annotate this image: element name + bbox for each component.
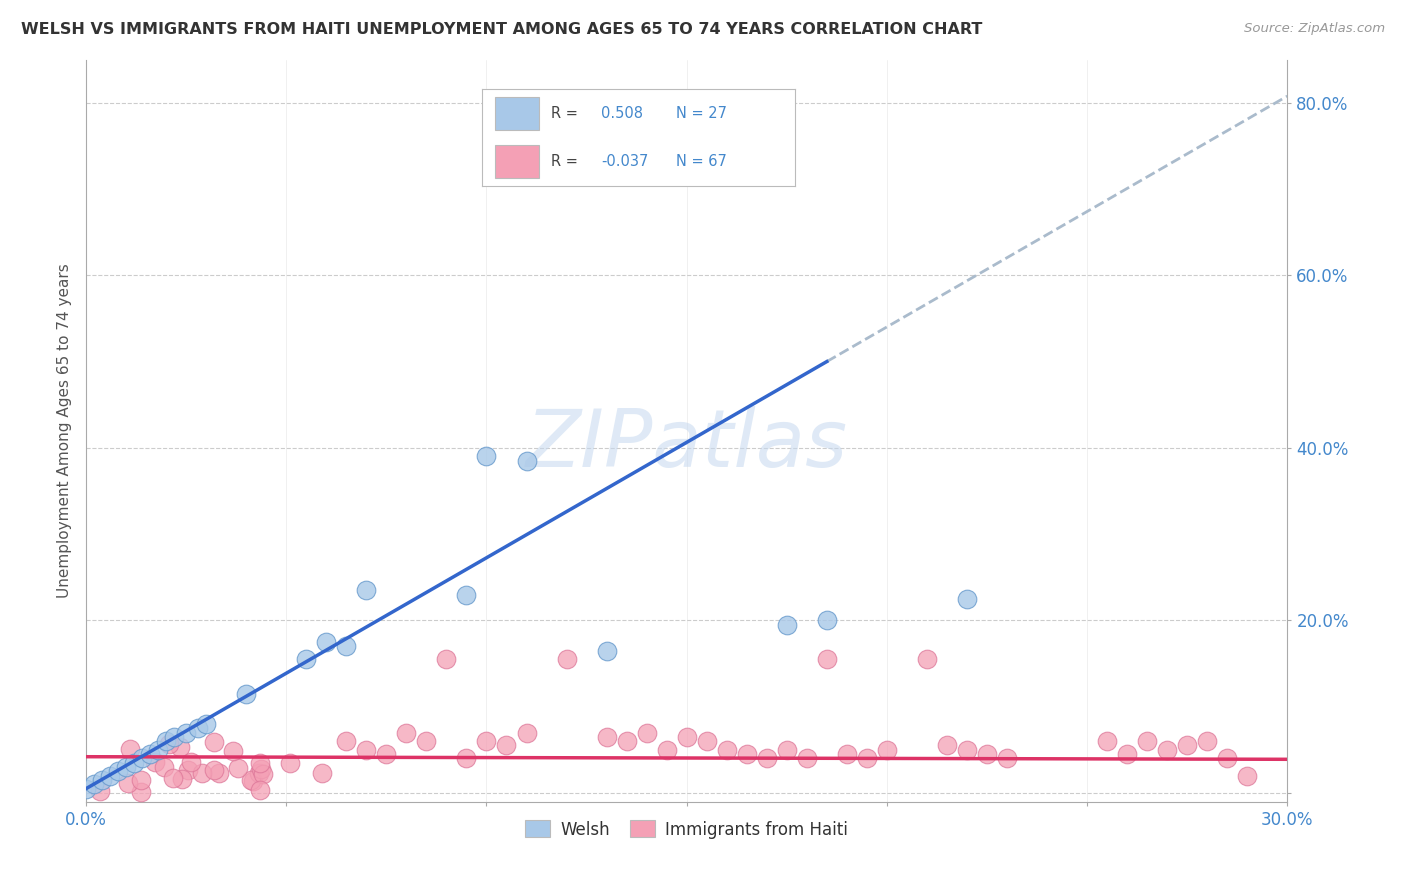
- Point: [89, 784, 111, 798]
- Point: [515, 454, 537, 468]
- Point: [475, 734, 498, 748]
- Point: [776, 617, 799, 632]
- Point: [155, 734, 177, 748]
- Point: [278, 756, 301, 770]
- Point: [177, 763, 200, 777]
- Point: [515, 725, 537, 739]
- Point: [436, 652, 458, 666]
- Point: [655, 743, 678, 757]
- Point: [335, 734, 357, 748]
- Point: [456, 587, 478, 601]
- Point: [356, 583, 378, 598]
- Point: [162, 771, 184, 785]
- Point: [876, 743, 898, 757]
- Point: [202, 735, 225, 749]
- Point: [83, 777, 105, 791]
- Point: [122, 756, 145, 770]
- Point: [815, 614, 838, 628]
- Point: [495, 739, 517, 753]
- Point: [696, 734, 718, 748]
- Point: [235, 687, 257, 701]
- Point: [247, 766, 270, 780]
- Point: [956, 743, 979, 757]
- Point: [207, 766, 229, 780]
- Point: [976, 747, 998, 761]
- Point: [835, 747, 858, 761]
- Point: [335, 640, 357, 654]
- Text: WELSH VS IMMIGRANTS FROM HAITI UNEMPLOYMENT AMONG AGES 65 TO 74 YEARS CORRELATIO: WELSH VS IMMIGRANTS FROM HAITI UNEMPLOYM…: [21, 22, 983, 37]
- Text: Source: ZipAtlas.com: Source: ZipAtlas.com: [1244, 22, 1385, 36]
- Point: [1197, 734, 1219, 748]
- Point: [956, 591, 979, 606]
- Point: [131, 751, 153, 765]
- Point: [98, 769, 121, 783]
- Point: [195, 717, 218, 731]
- Point: [995, 751, 1018, 765]
- Point: [190, 766, 212, 780]
- Point: [415, 734, 437, 748]
- Point: [315, 635, 337, 649]
- Legend: Welsh, Immigrants from Haiti: Welsh, Immigrants from Haiti: [519, 814, 855, 846]
- Point: [475, 450, 498, 464]
- Point: [180, 756, 202, 770]
- Point: [1095, 734, 1118, 748]
- Point: [815, 652, 838, 666]
- Point: [163, 730, 186, 744]
- Point: [222, 744, 245, 758]
- Point: [1216, 751, 1239, 765]
- Point: [375, 747, 398, 761]
- Point: [456, 751, 478, 765]
- Point: [295, 652, 318, 666]
- Point: [595, 730, 617, 744]
- Point: [143, 755, 166, 769]
- Point: [242, 773, 264, 788]
- Point: [1175, 739, 1198, 753]
- Point: [228, 761, 250, 775]
- Point: [174, 725, 197, 739]
- Point: [1236, 769, 1258, 783]
- Point: [636, 725, 658, 739]
- Point: [249, 756, 271, 771]
- Y-axis label: Unemployment Among Ages 65 to 74 years: Unemployment Among Ages 65 to 74 years: [58, 263, 72, 598]
- Point: [250, 762, 273, 776]
- Point: [555, 652, 578, 666]
- Point: [107, 764, 129, 779]
- Point: [1156, 743, 1178, 757]
- Point: [202, 763, 225, 777]
- Point: [755, 751, 778, 765]
- Point: [735, 747, 758, 761]
- Point: [356, 743, 378, 757]
- Point: [139, 747, 162, 761]
- Point: [616, 734, 638, 748]
- Point: [1116, 747, 1139, 761]
- Point: [91, 772, 114, 787]
- Point: [249, 783, 271, 797]
- Point: [152, 760, 174, 774]
- Point: [187, 721, 209, 735]
- Point: [170, 772, 193, 787]
- Point: [796, 751, 818, 765]
- Point: [1136, 734, 1159, 748]
- Point: [115, 760, 138, 774]
- Point: [595, 643, 617, 657]
- Point: [776, 743, 799, 757]
- Point: [118, 741, 141, 756]
- Point: [395, 725, 418, 739]
- Point: [936, 739, 959, 753]
- Point: [311, 766, 333, 780]
- Point: [716, 743, 738, 757]
- Point: [117, 776, 139, 790]
- Point: [129, 785, 152, 799]
- Point: [239, 772, 262, 787]
- Point: [252, 767, 274, 781]
- Point: [915, 652, 938, 666]
- Text: ZIPatlas: ZIPatlas: [526, 407, 848, 484]
- Point: [675, 730, 697, 744]
- Point: [129, 773, 152, 788]
- Point: [169, 740, 191, 755]
- Point: [146, 743, 169, 757]
- Point: [157, 737, 180, 751]
- Point: [856, 751, 879, 765]
- Point: [75, 781, 97, 796]
